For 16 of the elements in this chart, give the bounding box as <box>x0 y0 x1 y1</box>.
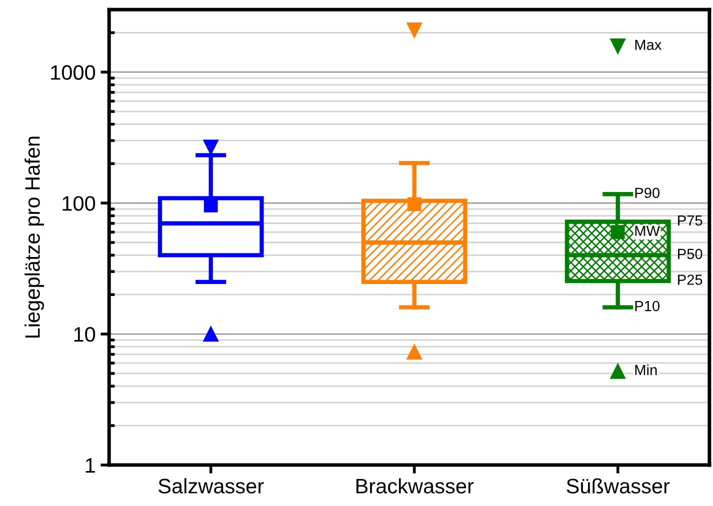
annotation: P25 <box>678 274 702 285</box>
y-tick-label: 1000 <box>51 65 96 80</box>
annotation: MW <box>635 226 660 236</box>
y-tick-label: 10 <box>74 327 96 342</box>
x-tick-label: Brackwasser <box>356 478 474 494</box>
x-tick-label: Süßwasser <box>566 478 670 494</box>
annotation: P10 <box>635 300 660 312</box>
x-tick-label: Salzwasser <box>158 478 264 494</box>
annotation: Min <box>635 364 657 376</box>
annotation: P50 <box>678 248 702 260</box>
annotation: P90 <box>635 188 660 198</box>
annotation: P75 <box>678 215 702 226</box>
annotation: Max <box>635 40 662 50</box>
y-tick-label: 100 <box>62 196 96 211</box>
y-axis-title: Liegeplätze pro Hafen <box>24 136 44 338</box>
y-tick-label: 1 <box>86 458 95 473</box>
